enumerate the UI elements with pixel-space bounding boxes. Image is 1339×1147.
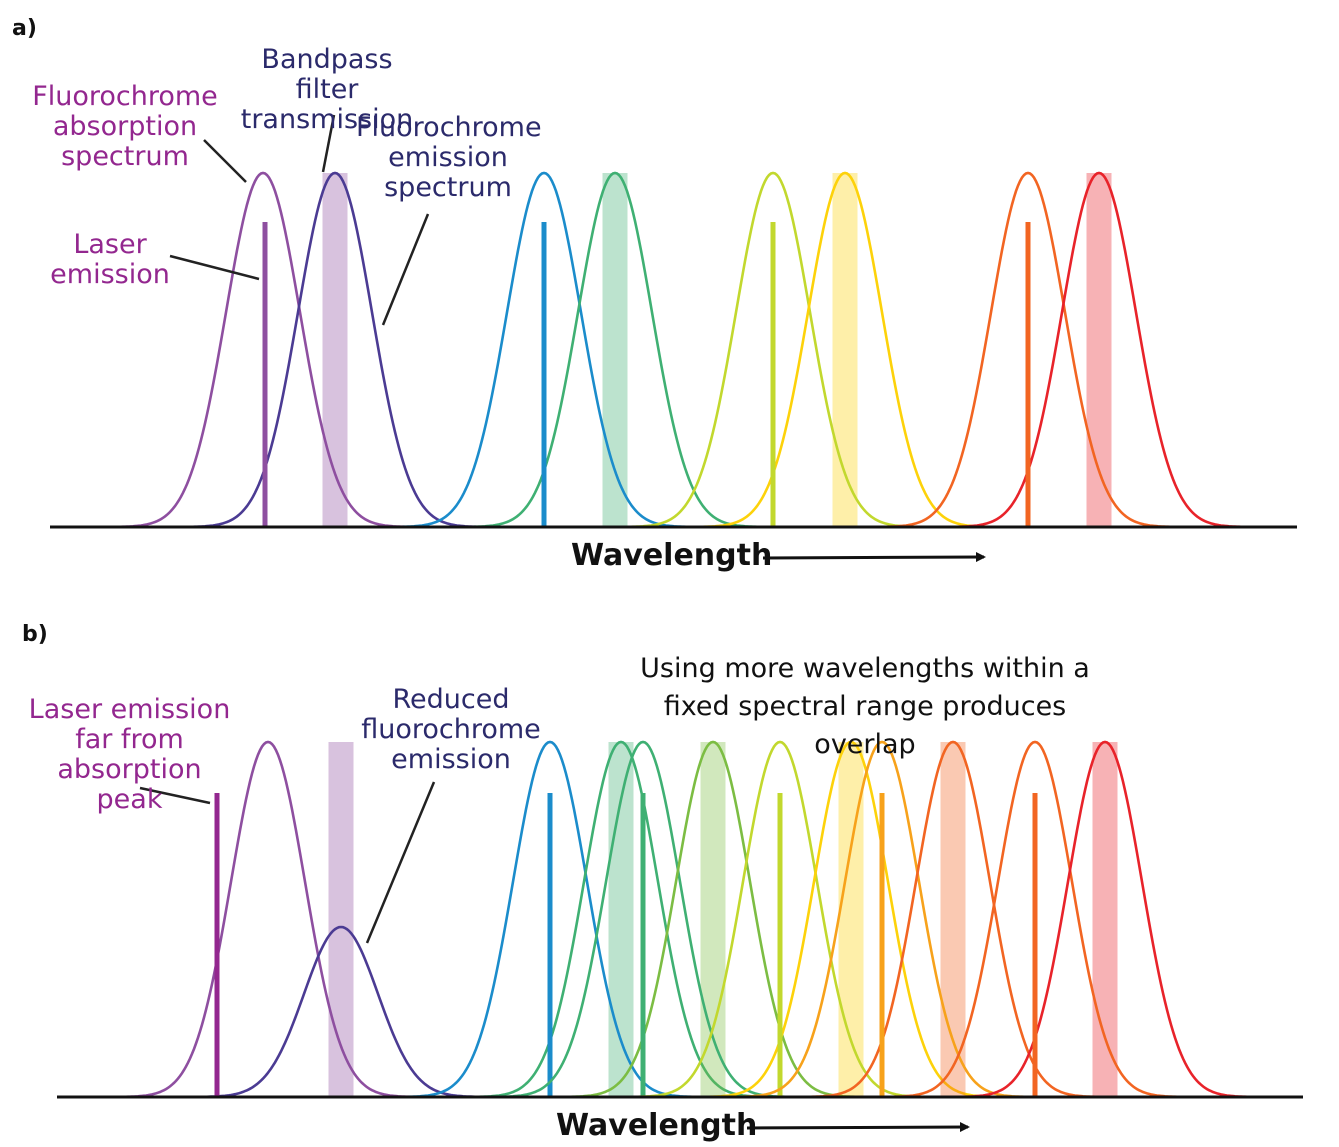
absorption-curve [495,740,791,1099]
laser-label: Laser emission [50,229,170,290]
reduced-emission-label: Reduced fluorochrome emission [361,684,541,775]
absorption-curve [120,740,416,1099]
panel-b-label: b) [22,622,48,647]
bandpass-filter-band [700,742,726,1097]
absorption-curve [115,171,411,529]
bandpass-filter-band [328,742,354,1097]
emission-curve [565,740,861,1099]
emission-curve [805,740,1101,1099]
panel-b-spectra [120,740,1253,1099]
panel-b-axis-label: Wavelength [556,1108,758,1143]
overlap-note: Using more wavelengths within a fixed sp… [640,653,1090,760]
panel-a-spectra [115,171,1247,529]
absorption-curve [880,171,1176,529]
laser-far-label: Laser emission far from absorption peak [28,694,231,815]
emission-curve [703,740,999,1099]
bandpass-filter-band [1092,742,1118,1097]
emission-curve [957,740,1253,1099]
absorption-curve [632,740,928,1099]
absorption-curve [402,740,698,1099]
bandpass-label: Bandpass filter transmission [240,44,414,135]
absorption-curve [396,171,692,529]
panel-a-label: a) [12,16,37,41]
leader-lines [139,114,436,944]
panel-a-wavelength-arrow [762,552,986,563]
absorption-curve [625,171,921,529]
emission-curve [697,171,993,529]
panel-b-wavelength-arrow [746,1122,970,1133]
emission-curve [473,740,769,1099]
emission-curve [187,171,483,529]
bandpass-filter-band [322,173,348,527]
emission-curve [467,171,763,529]
bandpass-filter-band [832,173,858,527]
absorption-curve [734,740,1030,1099]
absorption-label: Fluorochrome absorption spectrum [32,81,218,172]
emission-label: Fluorochrome emission spectrum [356,112,542,203]
panel-a-axis-label: Wavelength [571,538,773,573]
emission-curve [951,171,1247,529]
absorption-curve [887,740,1183,1099]
